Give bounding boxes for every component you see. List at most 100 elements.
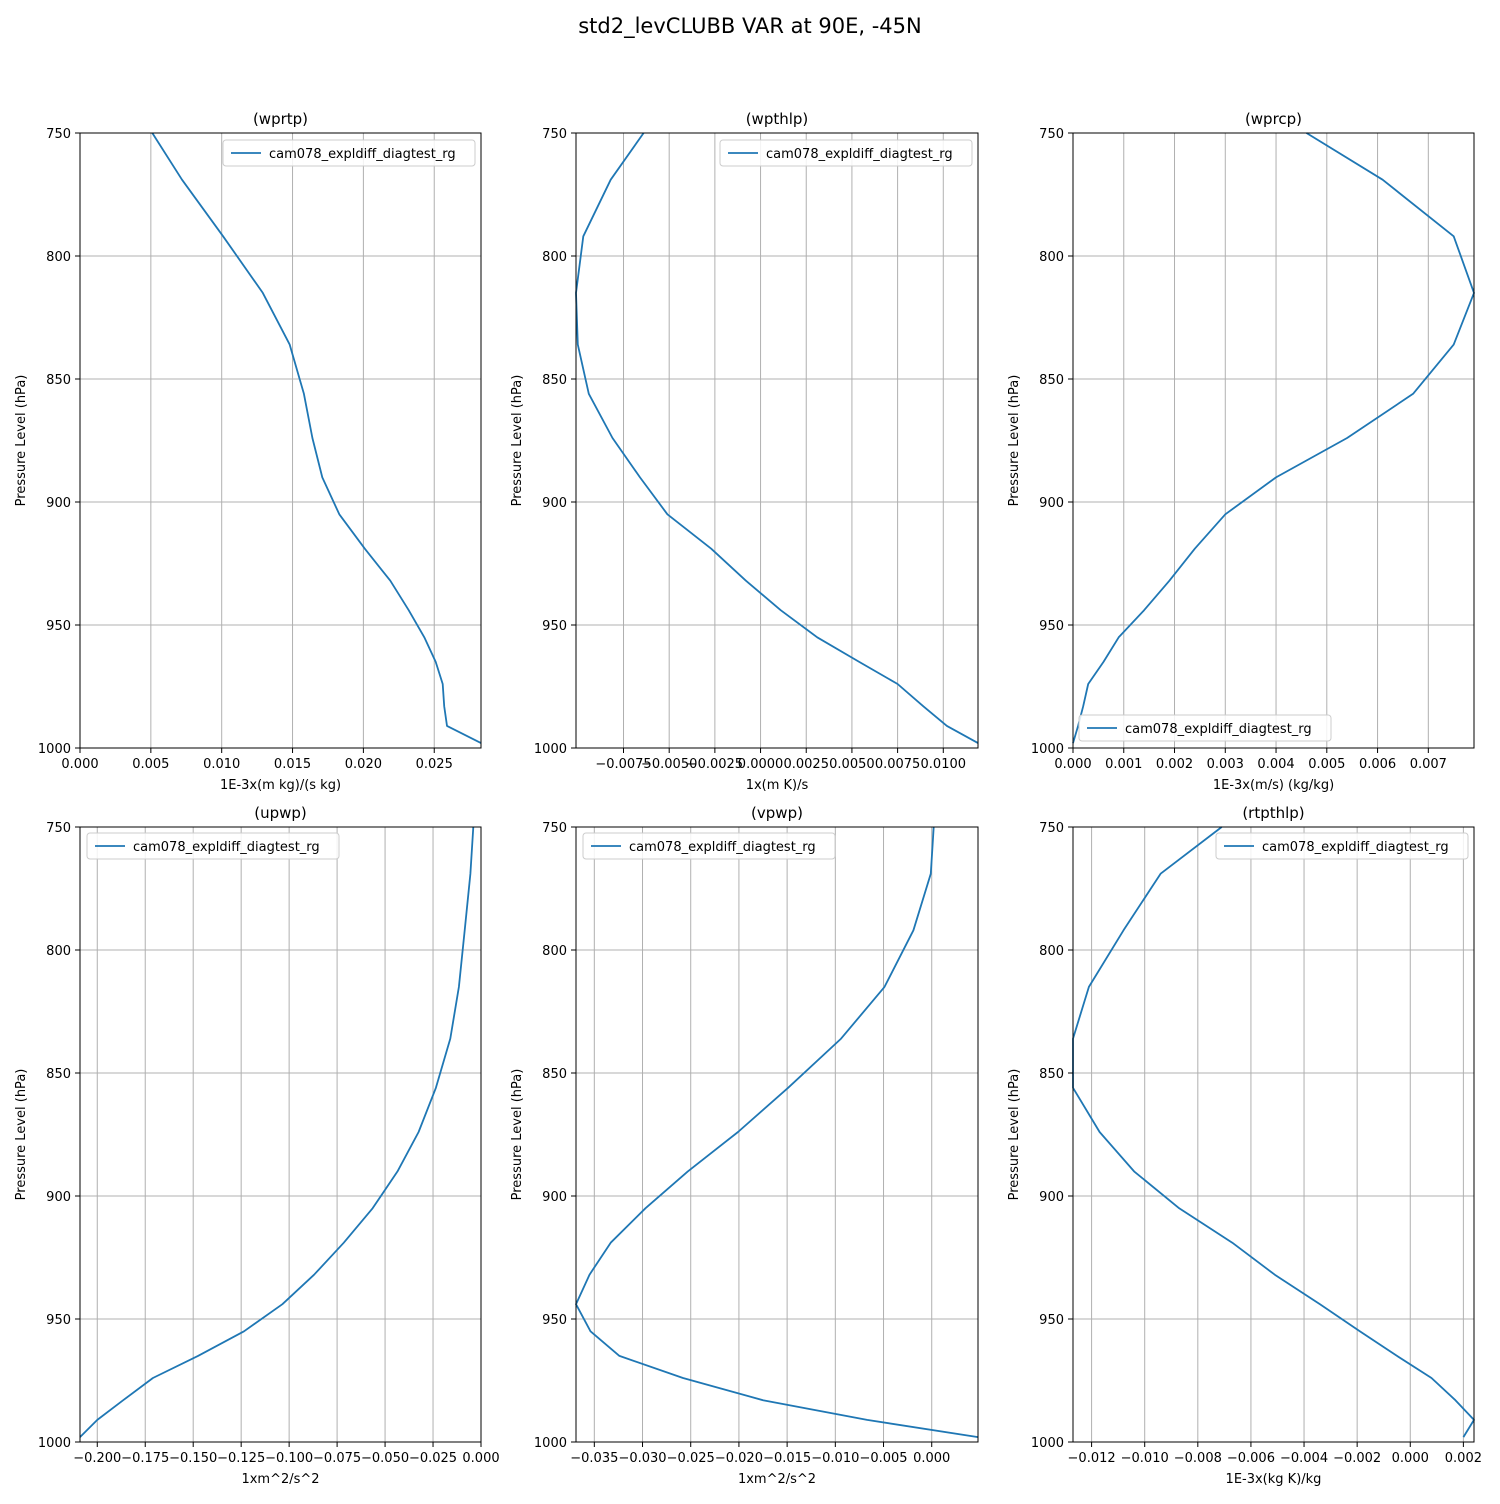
y-tick-label: 950 <box>1039 1313 1064 1328</box>
series-line <box>575 132 979 744</box>
x-tick-label: −0.035 <box>570 1451 618 1466</box>
y-tick-label: 950 <box>1039 619 1064 634</box>
x-tick-label: 0.010 <box>203 757 240 772</box>
x-tick-label: −0.012 <box>1068 1451 1116 1466</box>
axes-frame <box>79 132 482 749</box>
x-tick-label: −0.100 <box>265 1451 313 1466</box>
x-tick-label: 0.015 <box>274 757 311 772</box>
x-tick-label: 0.000 <box>462 1451 499 1466</box>
y-tick-label: 850 <box>1039 373 1064 388</box>
legend-label: cam078_expldiff_diagtest_rg <box>629 840 816 855</box>
axes-frame <box>1072 826 1475 1443</box>
x-tick-label: 0.004 <box>1257 757 1294 772</box>
x-tick-label: 0.003 <box>1207 757 1244 772</box>
x-tick-label: 0.020 <box>345 757 382 772</box>
x-tick-label: −0.175 <box>121 1451 169 1466</box>
x-tick-label: 0.005 <box>132 757 169 772</box>
y-tick-label: 900 <box>46 496 71 511</box>
x-tick-label: −0.004 <box>1280 1451 1328 1466</box>
x-tick-label: 0.005 <box>1308 757 1345 772</box>
x-tick-label: 0.025 <box>416 757 453 772</box>
y-tick-label: 950 <box>542 1313 567 1328</box>
axes-frame <box>79 826 482 1443</box>
x-tick-label: 0.0100 <box>921 757 967 772</box>
y-tick-label: 1000 <box>534 742 567 757</box>
legend-box <box>582 832 836 860</box>
y-axis-label: Pressure Level (hPa) <box>1007 375 1022 507</box>
x-tick-label: −0.010 <box>1121 1451 1169 1466</box>
legend-label: cam078_expldiff_diagtest_rg <box>1125 722 1312 737</box>
y-tick-label: 900 <box>542 1190 567 1205</box>
legend-box <box>222 139 476 167</box>
y-tick-label: 1000 <box>1031 1436 1064 1451</box>
y-tick-label: 900 <box>46 1190 71 1205</box>
subplot-title: (wprtp) <box>253 110 308 128</box>
x-axis-label: 1xm^2/s^2 <box>738 1472 816 1487</box>
legend-box <box>719 139 973 167</box>
subplot-title: (wprcp) <box>1245 110 1302 128</box>
legend: cam078_expldiff_diagtest_rg <box>1078 714 1332 742</box>
legend-label: cam078_expldiff_diagtest_rg <box>766 147 953 162</box>
subplot-title: (rtpthlp) <box>1242 804 1304 822</box>
y-tick-label: 800 <box>46 944 71 959</box>
series-line <box>1072 132 1475 744</box>
y-tick-label: 750 <box>46 821 71 836</box>
x-tick-label: −0.002 <box>1333 1451 1381 1466</box>
subplot-title: (vpwp) <box>751 804 803 822</box>
x-tick-label: −0.008 <box>1174 1451 1222 1466</box>
subplot-5: −0.035 −0.030 −0.025 −0.020 −0.015 −0.010 −0.0… <box>510 804 979 1487</box>
x-tick-label: 0.000 <box>61 757 98 772</box>
y-tick-label: 750 <box>542 127 567 142</box>
series-line <box>575 826 979 1438</box>
legend-label: cam078_expldiff_diagtest_rg <box>269 147 456 162</box>
legend-box <box>1215 832 1469 860</box>
y-tick-label: 850 <box>542 1067 567 1082</box>
subplot-6: −0.012 −0.010 −0.008 −0.006 −0.004 −0.002 0.00… <box>1007 804 1482 1487</box>
legend-box <box>86 832 340 860</box>
y-tick-label: 950 <box>46 1313 71 1328</box>
y-tick-label: 900 <box>1039 1190 1064 1205</box>
subplot-4: −0.200 −0.175 −0.150 −0.125 −0.100 −0.075 −0.0… <box>14 804 500 1487</box>
x-tick-label: −0.075 <box>313 1451 361 1466</box>
y-tick-label: 1000 <box>38 742 71 757</box>
subplot-title: (upwp) <box>254 804 307 822</box>
y-tick-label: 750 <box>542 821 567 836</box>
y-tick-label: 800 <box>1039 250 1064 265</box>
x-tick-label: −0.150 <box>169 1451 217 1466</box>
x-tick-label: −0.050 <box>361 1451 409 1466</box>
x-tick-label: −0.0050 <box>641 757 697 772</box>
x-tick-label: 0.0025 <box>783 757 829 772</box>
series-line <box>151 132 482 744</box>
axes-frame <box>575 826 979 1443</box>
x-axis-label: 1E-3x(m kg)/(s kg) <box>220 778 341 793</box>
y-axis-label: Pressure Level (hPa) <box>510 375 525 507</box>
y-axis-label: Pressure Level (hPa) <box>14 1069 29 1201</box>
y-tick-label: 850 <box>542 373 567 388</box>
y-tick-label: 800 <box>46 250 71 265</box>
legend: cam078_expldiff_diagtest_rg <box>222 139 476 167</box>
x-tick-label: 0.002 <box>1445 1451 1482 1466</box>
y-tick-label: 850 <box>46 1067 71 1082</box>
subplot-3: 0.000 0.001 0.002 0.003 0.004 0.005 0.006 0.007… <box>1007 110 1475 793</box>
y-tick-label: 750 <box>46 127 71 142</box>
x-tick-label: −0.015 <box>763 1451 811 1466</box>
legend: cam078_expldiff_diagtest_rg <box>1215 832 1469 860</box>
x-tick-label: 0.002 <box>1156 757 1193 772</box>
subplot-title: (wpthlp) <box>746 110 809 128</box>
legend-label: cam078_expldiff_diagtest_rg <box>1262 840 1449 855</box>
y-tick-label: 800 <box>1039 944 1064 959</box>
y-tick-label: 900 <box>542 496 567 511</box>
x-tick-label: −0.0025 <box>687 757 743 772</box>
x-tick-label: 0.0050 <box>829 757 875 772</box>
x-tick-label: −0.030 <box>618 1451 666 1466</box>
x-axis-label: 1x(m K)/s <box>746 778 809 793</box>
x-tick-label: −0.006 <box>1227 1451 1275 1466</box>
x-tick-label: 0.000 <box>1054 757 1091 772</box>
x-tick-label: 0.0000 <box>738 757 784 772</box>
x-axis-label: 1E-3x(m/s) (kg/kg) <box>1213 778 1334 793</box>
x-axis-label: 1xm^2/s^2 <box>241 1472 319 1487</box>
x-tick-label: −0.125 <box>217 1451 265 1466</box>
